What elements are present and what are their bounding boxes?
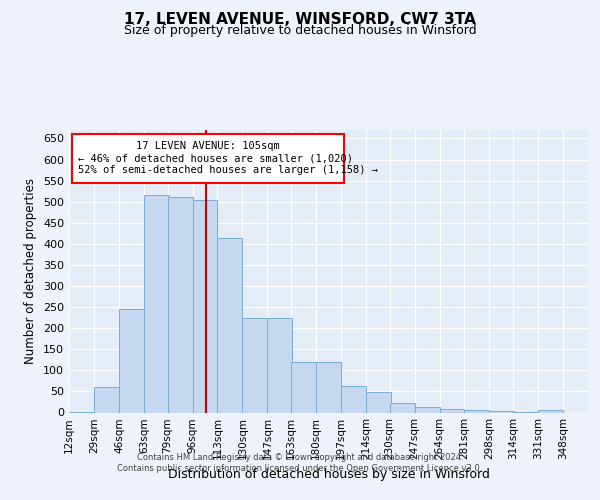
Bar bbox=[440, 409, 464, 412]
FancyBboxPatch shape bbox=[72, 134, 344, 182]
Text: Contains public sector information licensed under the Open Government Licence v3: Contains public sector information licen… bbox=[118, 464, 482, 473]
Bar bbox=[389, 403, 415, 412]
Bar bbox=[490, 411, 514, 412]
Bar bbox=[94, 387, 119, 412]
Text: 17 LEVEN AVENUE: 105sqm: 17 LEVEN AVENUE: 105sqm bbox=[136, 140, 280, 150]
Bar bbox=[366, 392, 391, 412]
Bar bbox=[217, 238, 242, 412]
Text: 52% of semi-detached houses are larger (1,158) →: 52% of semi-detached houses are larger (… bbox=[78, 165, 378, 175]
Bar bbox=[193, 200, 217, 412]
Text: Size of property relative to detached houses in Winsford: Size of property relative to detached ho… bbox=[124, 24, 476, 37]
X-axis label: Distribution of detached houses by size in Winsford: Distribution of detached houses by size … bbox=[167, 468, 490, 481]
Bar bbox=[242, 318, 268, 412]
Bar bbox=[415, 408, 440, 412]
Y-axis label: Number of detached properties: Number of detached properties bbox=[25, 178, 37, 364]
Text: ← 46% of detached houses are smaller (1,020): ← 46% of detached houses are smaller (1,… bbox=[78, 153, 353, 163]
Bar bbox=[144, 196, 169, 412]
Bar bbox=[538, 410, 563, 412]
Bar bbox=[316, 362, 341, 412]
Bar bbox=[464, 410, 490, 412]
Bar bbox=[341, 386, 366, 412]
Bar bbox=[119, 309, 144, 412]
Bar bbox=[291, 362, 316, 412]
Bar bbox=[167, 198, 193, 412]
Bar bbox=[268, 318, 292, 412]
Text: Contains HM Land Registry data © Crown copyright and database right 2024.: Contains HM Land Registry data © Crown c… bbox=[137, 452, 463, 462]
Text: 17, LEVEN AVENUE, WINSFORD, CW7 3TA: 17, LEVEN AVENUE, WINSFORD, CW7 3TA bbox=[124, 12, 476, 28]
